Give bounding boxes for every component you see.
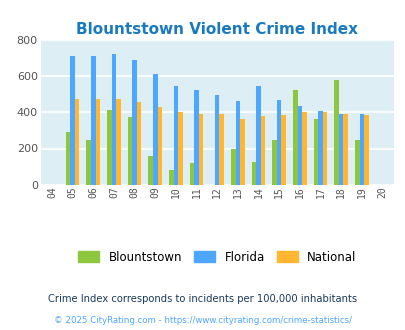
- Text: © 2025 CityRating.com - https://www.cityrating.com/crime-statistics/: © 2025 CityRating.com - https://www.city…: [54, 316, 351, 325]
- Bar: [363, 115, 368, 185]
- Bar: [194, 90, 198, 185]
- Bar: [189, 163, 194, 185]
- Bar: [75, 100, 79, 185]
- Bar: [157, 107, 162, 185]
- Bar: [281, 115, 285, 185]
- Bar: [136, 102, 141, 185]
- Bar: [132, 59, 136, 185]
- Bar: [173, 86, 178, 185]
- Bar: [322, 112, 326, 185]
- Bar: [91, 56, 95, 185]
- Bar: [251, 162, 256, 185]
- Bar: [297, 106, 301, 185]
- Bar: [359, 114, 363, 185]
- Bar: [338, 114, 343, 185]
- Bar: [148, 156, 153, 185]
- Bar: [86, 140, 91, 185]
- Text: Crime Index corresponds to incidents per 100,000 inhabitants: Crime Index corresponds to incidents per…: [48, 294, 357, 304]
- Bar: [230, 148, 235, 185]
- Bar: [70, 56, 75, 185]
- Bar: [66, 132, 70, 185]
- Title: Blountstown Violent Crime Index: Blountstown Violent Crime Index: [76, 22, 357, 37]
- Bar: [354, 140, 359, 185]
- Bar: [178, 112, 182, 185]
- Bar: [256, 86, 260, 185]
- Legend: Blountstown, Florida, National: Blountstown, Florida, National: [73, 246, 360, 268]
- Bar: [276, 100, 281, 185]
- Bar: [318, 111, 322, 185]
- Bar: [260, 116, 265, 185]
- Bar: [95, 99, 100, 185]
- Bar: [198, 114, 203, 185]
- Bar: [292, 89, 297, 185]
- Bar: [153, 74, 157, 185]
- Bar: [214, 95, 219, 185]
- Bar: [301, 112, 306, 185]
- Bar: [239, 118, 244, 185]
- Bar: [116, 100, 120, 185]
- Bar: [313, 119, 318, 185]
- Bar: [272, 140, 276, 185]
- Bar: [111, 54, 116, 185]
- Bar: [128, 117, 132, 185]
- Bar: [168, 170, 173, 185]
- Bar: [235, 101, 239, 185]
- Bar: [343, 114, 347, 185]
- Bar: [333, 81, 338, 185]
- Bar: [107, 110, 111, 185]
- Bar: [219, 114, 224, 185]
